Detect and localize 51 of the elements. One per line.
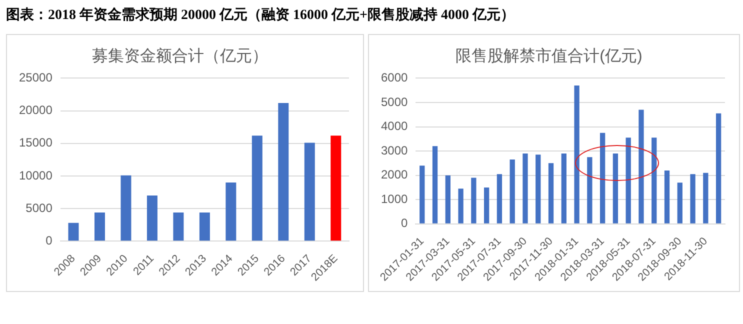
chart-title: 募集资金额合计（亿元） [92,47,268,66]
text: 图表：2018 年资金需求预期 20000 亿元（融资 16000 亿元+限售股减持 4000 亿元） [6,6,514,24]
y-tick-label: 4000 [380,119,408,134]
bar [510,160,515,224]
bar [703,172,708,224]
bar [652,138,657,224]
bar [574,85,580,224]
bar [536,154,541,224]
y-tick-label: 2000 [380,168,408,182]
y-tick-label: 20000 [18,103,53,118]
bar [496,174,502,224]
bar [146,196,158,241]
bar [330,136,342,241]
bar [278,102,289,241]
bar [600,132,606,224]
bar [173,212,184,241]
bar [638,110,644,224]
y-tick-label: 1000 [380,192,408,206]
bar [199,212,210,241]
bar [94,212,105,241]
bar [420,166,425,224]
bar [626,138,631,224]
bar [522,153,528,224]
bar [612,153,618,224]
y-tick-label: 0 [401,216,408,230]
bar [587,157,592,224]
bar [548,163,554,224]
bar [471,178,476,224]
bar [445,175,450,224]
chart-title: 限售股解禁市值合计(亿元) [456,47,642,66]
bar [304,142,315,241]
y-tick-label: 10000 [18,168,53,182]
bar [690,174,696,224]
bar [561,153,566,224]
y-tick-label: 15000 [18,136,53,150]
bar [120,175,132,241]
bar [677,182,682,224]
bar [664,170,670,224]
bar [432,146,438,224]
bar [226,182,236,241]
bar [484,187,490,224]
y-tick-label: 5000 [380,94,408,109]
y-tick-label: 5000 [26,200,53,215]
y-tick-label: 3000 [380,143,408,158]
y-tick-label: 0 [46,233,53,248]
bar [252,136,262,241]
bar [68,222,79,241]
y-tick-label: 25000 [18,70,53,85]
y-tick-label: 6000 [380,70,408,85]
bar [716,113,722,224]
bar [458,188,464,224]
